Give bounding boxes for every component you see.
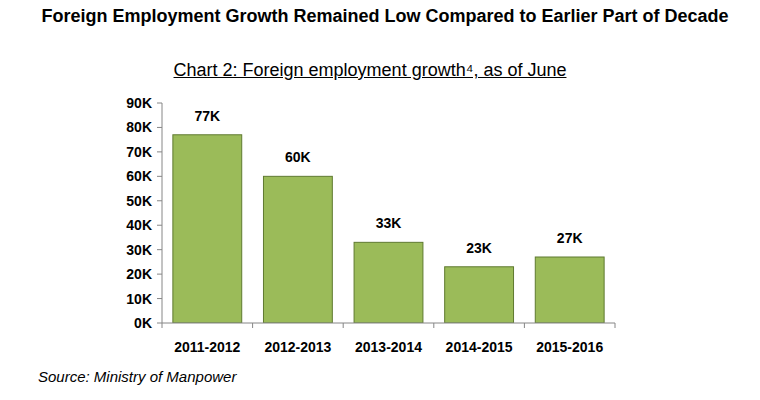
data-label: 23K	[466, 240, 492, 256]
y-tick-label: 10K	[126, 291, 152, 307]
y-tick-label: 90K	[126, 95, 152, 111]
y-axis	[162, 103, 163, 323]
bar	[445, 267, 514, 323]
y-tick-label: 50K	[126, 193, 152, 209]
x-axis	[162, 323, 615, 324]
bar	[535, 257, 604, 323]
y-tick	[157, 127, 162, 128]
y-tick-label: 20K	[126, 266, 152, 282]
y-tick	[157, 274, 162, 275]
data-label: 77K	[194, 108, 220, 124]
bar	[263, 176, 332, 323]
y-tick-label: 60K	[126, 168, 152, 184]
y-tick	[157, 151, 162, 152]
x-tick-label: 2015-2016	[536, 339, 603, 355]
data-label: 27K	[557, 230, 583, 246]
data-label: 33K	[376, 215, 402, 231]
chart: 77K 2011-2012 60K 2012-2013 33K 2013-2014 23K 2…	[0, 0, 760, 400]
subtitle: Chart 2: Foreign employment growth⁴, as …	[0, 60, 740, 81]
bar	[354, 242, 423, 323]
bar	[173, 135, 242, 323]
y-tick-label: 30K	[126, 242, 152, 258]
y-tick-label: 0K	[134, 315, 152, 331]
x-tick	[343, 323, 344, 328]
y-tick	[157, 249, 162, 250]
y-tick	[157, 103, 162, 104]
x-tick	[252, 323, 253, 328]
y-tick	[157, 225, 162, 226]
y-tick	[157, 323, 162, 324]
x-tick	[433, 323, 434, 328]
x-tick-label: 2013-2014	[355, 339, 422, 355]
x-tick	[162, 323, 163, 328]
y-tick-label: 70K	[126, 144, 152, 160]
y-tick	[157, 200, 162, 201]
y-tick	[157, 176, 162, 177]
x-tick	[524, 323, 525, 328]
bars	[173, 135, 604, 323]
title: Foreign Employment Growth Remained Low C…	[40, 4, 730, 29]
source: Source: Ministry of Manpower	[38, 368, 236, 385]
x-tick	[615, 323, 616, 328]
y-tick-label: 80K	[126, 119, 152, 135]
x-tick-label: 2011-2012	[174, 339, 240, 355]
y-tick-label: 40K	[126, 217, 152, 233]
x-tick-label: 2012-2013	[264, 339, 331, 355]
y-tick	[157, 298, 162, 299]
x-tick-label: 2014-2015	[446, 339, 513, 355]
data-label: 60K	[285, 149, 311, 165]
